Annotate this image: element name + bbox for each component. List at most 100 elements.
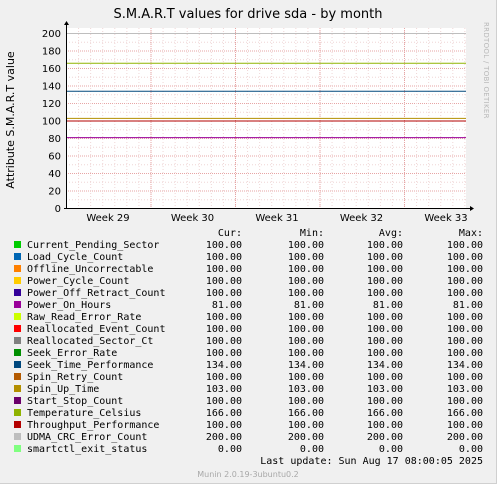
- munin-footer: Munin 2.0.19-3ubuntu0.2: [197, 470, 299, 479]
- legend-cur-value: 0.00: [218, 444, 242, 455]
- legend-min-value: 100.00: [288, 324, 324, 335]
- legend-series-name: Spin_Retry_Count: [27, 372, 123, 383]
- x-tick-labels: Week 29 Week 30 Week 31 Week 32 Week 33: [86, 213, 467, 224]
- legend-series-name: Load_Cycle_Count: [27, 252, 123, 263]
- legend-swatch: [14, 373, 21, 380]
- legend-avg-value: 100.00: [367, 276, 403, 287]
- legend-avg-value: 100.00: [367, 336, 403, 347]
- legend-cur-value: 100.00: [206, 312, 242, 323]
- legend-avg-value: 200.00: [367, 432, 403, 443]
- legend-series-name: Power_Off_Retract_Count: [27, 288, 165, 299]
- legend-max-value: 100.00: [447, 276, 483, 287]
- legend-swatch: [14, 289, 21, 296]
- legend-series-name: Power_Cycle_Count: [27, 276, 129, 287]
- legend-min-value: 200.00: [288, 432, 324, 443]
- legend-cur-value: 100.00: [206, 288, 242, 299]
- legend-swatch: [14, 325, 21, 332]
- legend-swatch: [14, 337, 21, 344]
- last-update: Last update: Sun Aug 17 08:00:05 2025: [260, 456, 483, 467]
- legend-column-header: Max:: [459, 228, 483, 239]
- legend-max-value: 0.00: [459, 444, 483, 455]
- legend-avg-value: 100.00: [367, 312, 403, 323]
- legend-max-value: 100.00: [447, 288, 483, 299]
- legend-max-value: 166.00: [447, 408, 483, 419]
- chart-title: S.M.A.R.T values for drive sda - by mont…: [114, 7, 383, 22]
- legend-avg-value: 0.00: [379, 444, 403, 455]
- y-tick-label: 200: [42, 29, 61, 40]
- legend-avg-value: 100.00: [367, 252, 403, 263]
- legend-max-value: 100.00: [447, 396, 483, 407]
- legend-max-value: 100.00: [447, 336, 483, 347]
- legend-series-name: Spin_Up_Time: [27, 384, 99, 395]
- legend: Current_Pending_Sector 100.00 100.00 100.00…: [14, 240, 483, 455]
- legend-min-value: 100.00: [288, 420, 324, 431]
- legend-avg-value: 166.00: [367, 408, 403, 419]
- y-tick-label: 20: [48, 187, 61, 198]
- legend-swatch: [14, 313, 21, 320]
- y-tick-labels: 0 20 40 60 80 100 120 140 160 180 200: [42, 29, 61, 215]
- x-tick-label: Week 29: [86, 213, 129, 224]
- y-tick-label: 100: [42, 117, 61, 128]
- legend-series-name: Reallocated_Event_Count: [27, 324, 165, 335]
- legend-series-name: Reallocated_Sector_Ct: [27, 336, 153, 347]
- legend-min-value: 100.00: [288, 276, 324, 287]
- legend-max-value: 100.00: [447, 324, 483, 335]
- legend-avg-value: 100.00: [367, 240, 403, 251]
- legend-swatch: [14, 385, 21, 392]
- legend-max-value: 100.00: [447, 264, 483, 275]
- legend-avg-value: 100.00: [367, 420, 403, 431]
- legend-cur-value: 100.00: [206, 252, 242, 263]
- legend-cur-value: 100.00: [206, 276, 242, 287]
- legend-avg-value: 100.00: [367, 288, 403, 299]
- legend-cur-value: 200.00: [206, 432, 242, 443]
- legend-max-value: 100.00: [447, 240, 483, 251]
- rrdtool-credit: RRDTOOL / TOBI OETIKER: [482, 22, 490, 119]
- legend-swatch: [14, 301, 21, 308]
- legend-min-value: 100.00: [288, 348, 324, 359]
- legend-swatch: [14, 361, 21, 368]
- legend-avg-value: 81.00: [373, 300, 403, 311]
- legend-cur-value: 100.00: [206, 240, 242, 251]
- x-tick-label: Week 31: [255, 213, 298, 224]
- legend-cur-value: 100.00: [206, 420, 242, 431]
- legend-header: Cur: Min: Avg: Max:: [218, 228, 483, 239]
- legend-avg-value: 100.00: [367, 324, 403, 335]
- legend-min-value: 100.00: [288, 312, 324, 323]
- legend-max-value: 100.00: [447, 348, 483, 359]
- legend-series-name: Offline_Uncorrectable: [27, 264, 153, 275]
- legend-swatch: [14, 349, 21, 356]
- legend-swatch: [14, 433, 21, 440]
- legend-min-value: 100.00: [288, 336, 324, 347]
- legend-swatch: [14, 241, 21, 248]
- legend-cur-value: 134.00: [206, 360, 242, 371]
- legend-cur-value: 100.00: [206, 372, 242, 383]
- legend-min-value: 0.00: [300, 444, 324, 455]
- legend-series-name: Power_On_Hours: [27, 300, 111, 311]
- y-tick-label: 80: [48, 134, 61, 145]
- legend-series-name: Start_Stop_Count: [27, 396, 123, 407]
- legend-series-name: Temperature_Celsius: [27, 408, 141, 419]
- legend-min-value: 100.00: [288, 372, 324, 383]
- legend-series-name: Seek_Error_Rate: [27, 348, 117, 359]
- legend-max-value: 100.00: [447, 312, 483, 323]
- legend-cur-value: 100.00: [206, 336, 242, 347]
- legend-swatch: [14, 445, 21, 452]
- legend-swatch: [14, 421, 21, 428]
- legend-max-value: 100.00: [447, 372, 483, 383]
- legend-avg-value: 103.00: [367, 384, 403, 395]
- x-tick-label: Week 33: [424, 213, 467, 224]
- legend-max-value: 100.00: [447, 420, 483, 431]
- x-tick-label: Week 30: [171, 213, 214, 224]
- legend-cur-value: 100.00: [206, 348, 242, 359]
- legend-cur-value: 100.00: [206, 396, 242, 407]
- y-tick-label: 140: [42, 82, 61, 93]
- legend-min-value: 103.00: [288, 384, 324, 395]
- legend-swatch: [14, 397, 21, 404]
- legend-min-value: 100.00: [288, 396, 324, 407]
- y-axis-arrow: [64, 21, 69, 25]
- y-axis-label: Attribute S.M.A.R.T value: [4, 51, 17, 189]
- legend-avg-value: 100.00: [367, 396, 403, 407]
- y-tick-label: 60: [48, 152, 61, 163]
- legend-min-value: 100.00: [288, 252, 324, 263]
